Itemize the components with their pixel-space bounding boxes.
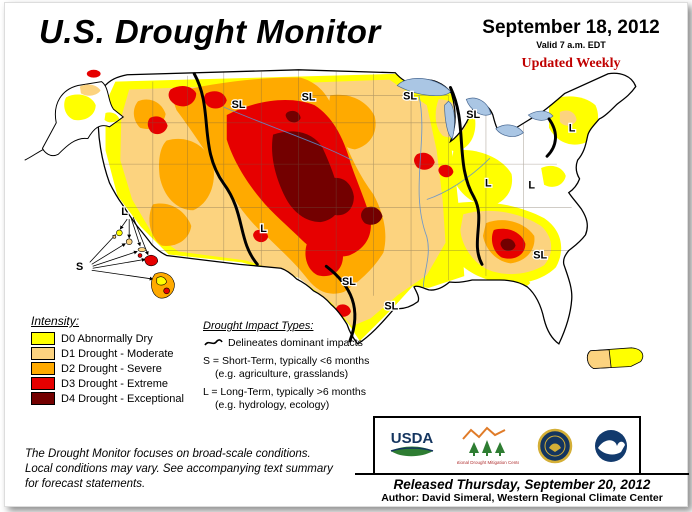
alaska-inset xyxy=(24,69,125,161)
d4-swatch xyxy=(31,392,55,405)
long-term-text: L = Long-Term, typically >6 months xyxy=(203,386,367,398)
legend-item-d4: D4 Drought - Exceptional xyxy=(31,392,184,405)
map-date: September 18, 2012 xyxy=(482,17,660,38)
drought-monitor-page: SL SL SL SL L L L L SL SL SL L S U.S. Dr… xyxy=(4,2,689,507)
svg-text:USDA: USDA xyxy=(391,430,434,447)
legend-title: Intensity: xyxy=(31,314,80,328)
d3-label: D3 Drought - Extreme xyxy=(61,377,168,390)
impact-label: SL xyxy=(302,91,316,103)
impact-boundary-lines xyxy=(192,72,557,343)
delineates-text: Delineates dominant impacts xyxy=(228,337,363,349)
impact-types: Drought Impact Types: Delineates dominan… xyxy=(203,320,369,411)
disclaimer: The Drought Monitor focuses on broad-sca… xyxy=(25,447,365,492)
d0-swatch xyxy=(31,332,55,345)
ndmc-caption: National Drought Mitigation Center xyxy=(457,460,519,465)
short-term-text: S = Short-Term, typically <6 months xyxy=(203,355,370,367)
impact-label: SL xyxy=(533,249,547,261)
impact-label: SL xyxy=(232,99,246,111)
d2-label: D2 Drought - Severe xyxy=(61,362,162,375)
impact-label: L xyxy=(485,178,492,190)
impact-label: L xyxy=(569,123,576,135)
legend-item-d2: D2 Drought - Severe xyxy=(31,362,184,375)
disclaimer-line3: for forecast statements. xyxy=(25,477,146,490)
updated-weekly: Updated Weekly xyxy=(521,56,621,71)
squiggle-icon xyxy=(204,339,223,346)
legend-item-d0: D0 Abnormally Dry xyxy=(31,332,184,345)
author-credit: Author: David Simeral, Western Regional … xyxy=(381,492,663,504)
d1-label: D1 Drought - Moderate xyxy=(61,347,174,360)
impact-label: SL xyxy=(466,109,480,121)
rivers xyxy=(223,95,491,298)
impact-labels: SL SL SL SL L L L L SL SL SL L S xyxy=(75,89,577,314)
date-block: September 18, 2012 Valid 7 a.m. EDT Upda… xyxy=(457,17,685,72)
intensity-legend: Intensity: D0 Abnormally Dry D1 Drought … xyxy=(31,314,184,407)
short-term-example: (e.g. agriculture, grasslands) xyxy=(215,368,349,380)
drought-line-icon xyxy=(462,426,506,440)
d0-label: D0 Abnormally Dry xyxy=(61,332,153,345)
drought-map: SL SL SL SL L L L L SL SL SL L S xyxy=(24,69,644,369)
puerto-rico-inset xyxy=(586,347,644,369)
great-lakes xyxy=(396,78,554,140)
valid-time: Valid 7 a.m. EDT xyxy=(536,40,606,50)
impact-label: L xyxy=(260,223,267,235)
impact-label: L xyxy=(528,180,535,192)
released-date: Released Thursday, September 20, 2012 xyxy=(355,473,689,492)
page-title: U.S. Drought Monitor xyxy=(39,13,381,50)
impact-types-title: Drought Impact Types: xyxy=(203,320,314,332)
impact-label-hawaii-long: L xyxy=(121,206,128,218)
impact-label: SL xyxy=(342,276,356,288)
delineates-row: Delineates dominant impacts xyxy=(203,337,369,349)
agency-logos-box: USDA National Drought Mitigation Center xyxy=(373,416,641,475)
trees-icon xyxy=(469,439,505,456)
impact-label: SL xyxy=(384,301,398,313)
legend-item-d1: D1 Drought - Moderate xyxy=(31,347,184,360)
hawaii-inset xyxy=(89,217,175,299)
disclaimer-line2: Local conditions may vary. See accompany… xyxy=(25,462,333,475)
ndmc-logo: National Drought Mitigation Center xyxy=(457,426,519,465)
disclaimer-line1: The Drought Monitor focuses on broad-sca… xyxy=(25,448,311,460)
d3-swatch xyxy=(31,377,55,390)
d4-areas xyxy=(272,110,516,251)
noaa-logo-icon xyxy=(595,429,627,462)
d1-swatch xyxy=(31,347,55,360)
d2-swatch xyxy=(31,362,55,375)
long-term-example: (e.g. hydrology, ecology) xyxy=(215,399,330,411)
legend-item-d3: D3 Drought - Extreme xyxy=(31,377,184,390)
impact-label-hawaii-short: S xyxy=(76,261,83,273)
usda-logo: USDA xyxy=(391,430,434,456)
d4-label: D4 Drought - Exceptional xyxy=(61,392,184,405)
impact-label: SL xyxy=(403,90,417,102)
commerce-seal-icon xyxy=(537,428,573,463)
state-borders xyxy=(103,69,572,306)
